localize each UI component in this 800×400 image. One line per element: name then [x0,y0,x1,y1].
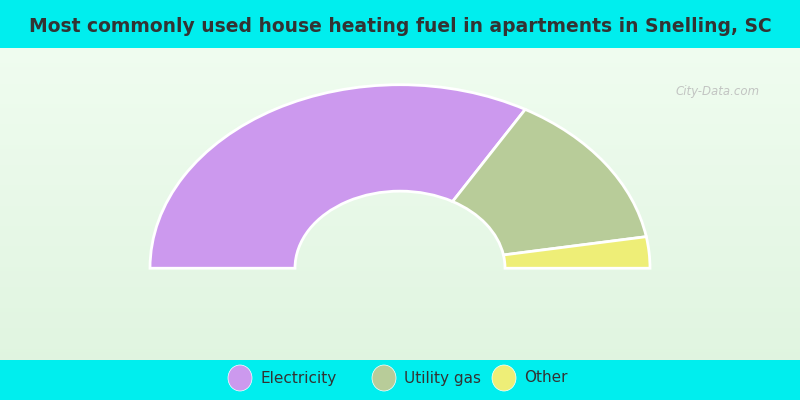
Wedge shape [503,237,650,268]
Text: City-Data.com: City-Data.com [676,86,760,98]
Text: Most commonly used house heating fuel in apartments in Snelling, SC: Most commonly used house heating fuel in… [29,16,771,36]
Text: Utility gas: Utility gas [404,370,481,386]
Wedge shape [150,85,526,268]
Text: Other: Other [524,370,567,386]
Wedge shape [453,109,646,255]
Text: Electricity: Electricity [260,370,336,386]
